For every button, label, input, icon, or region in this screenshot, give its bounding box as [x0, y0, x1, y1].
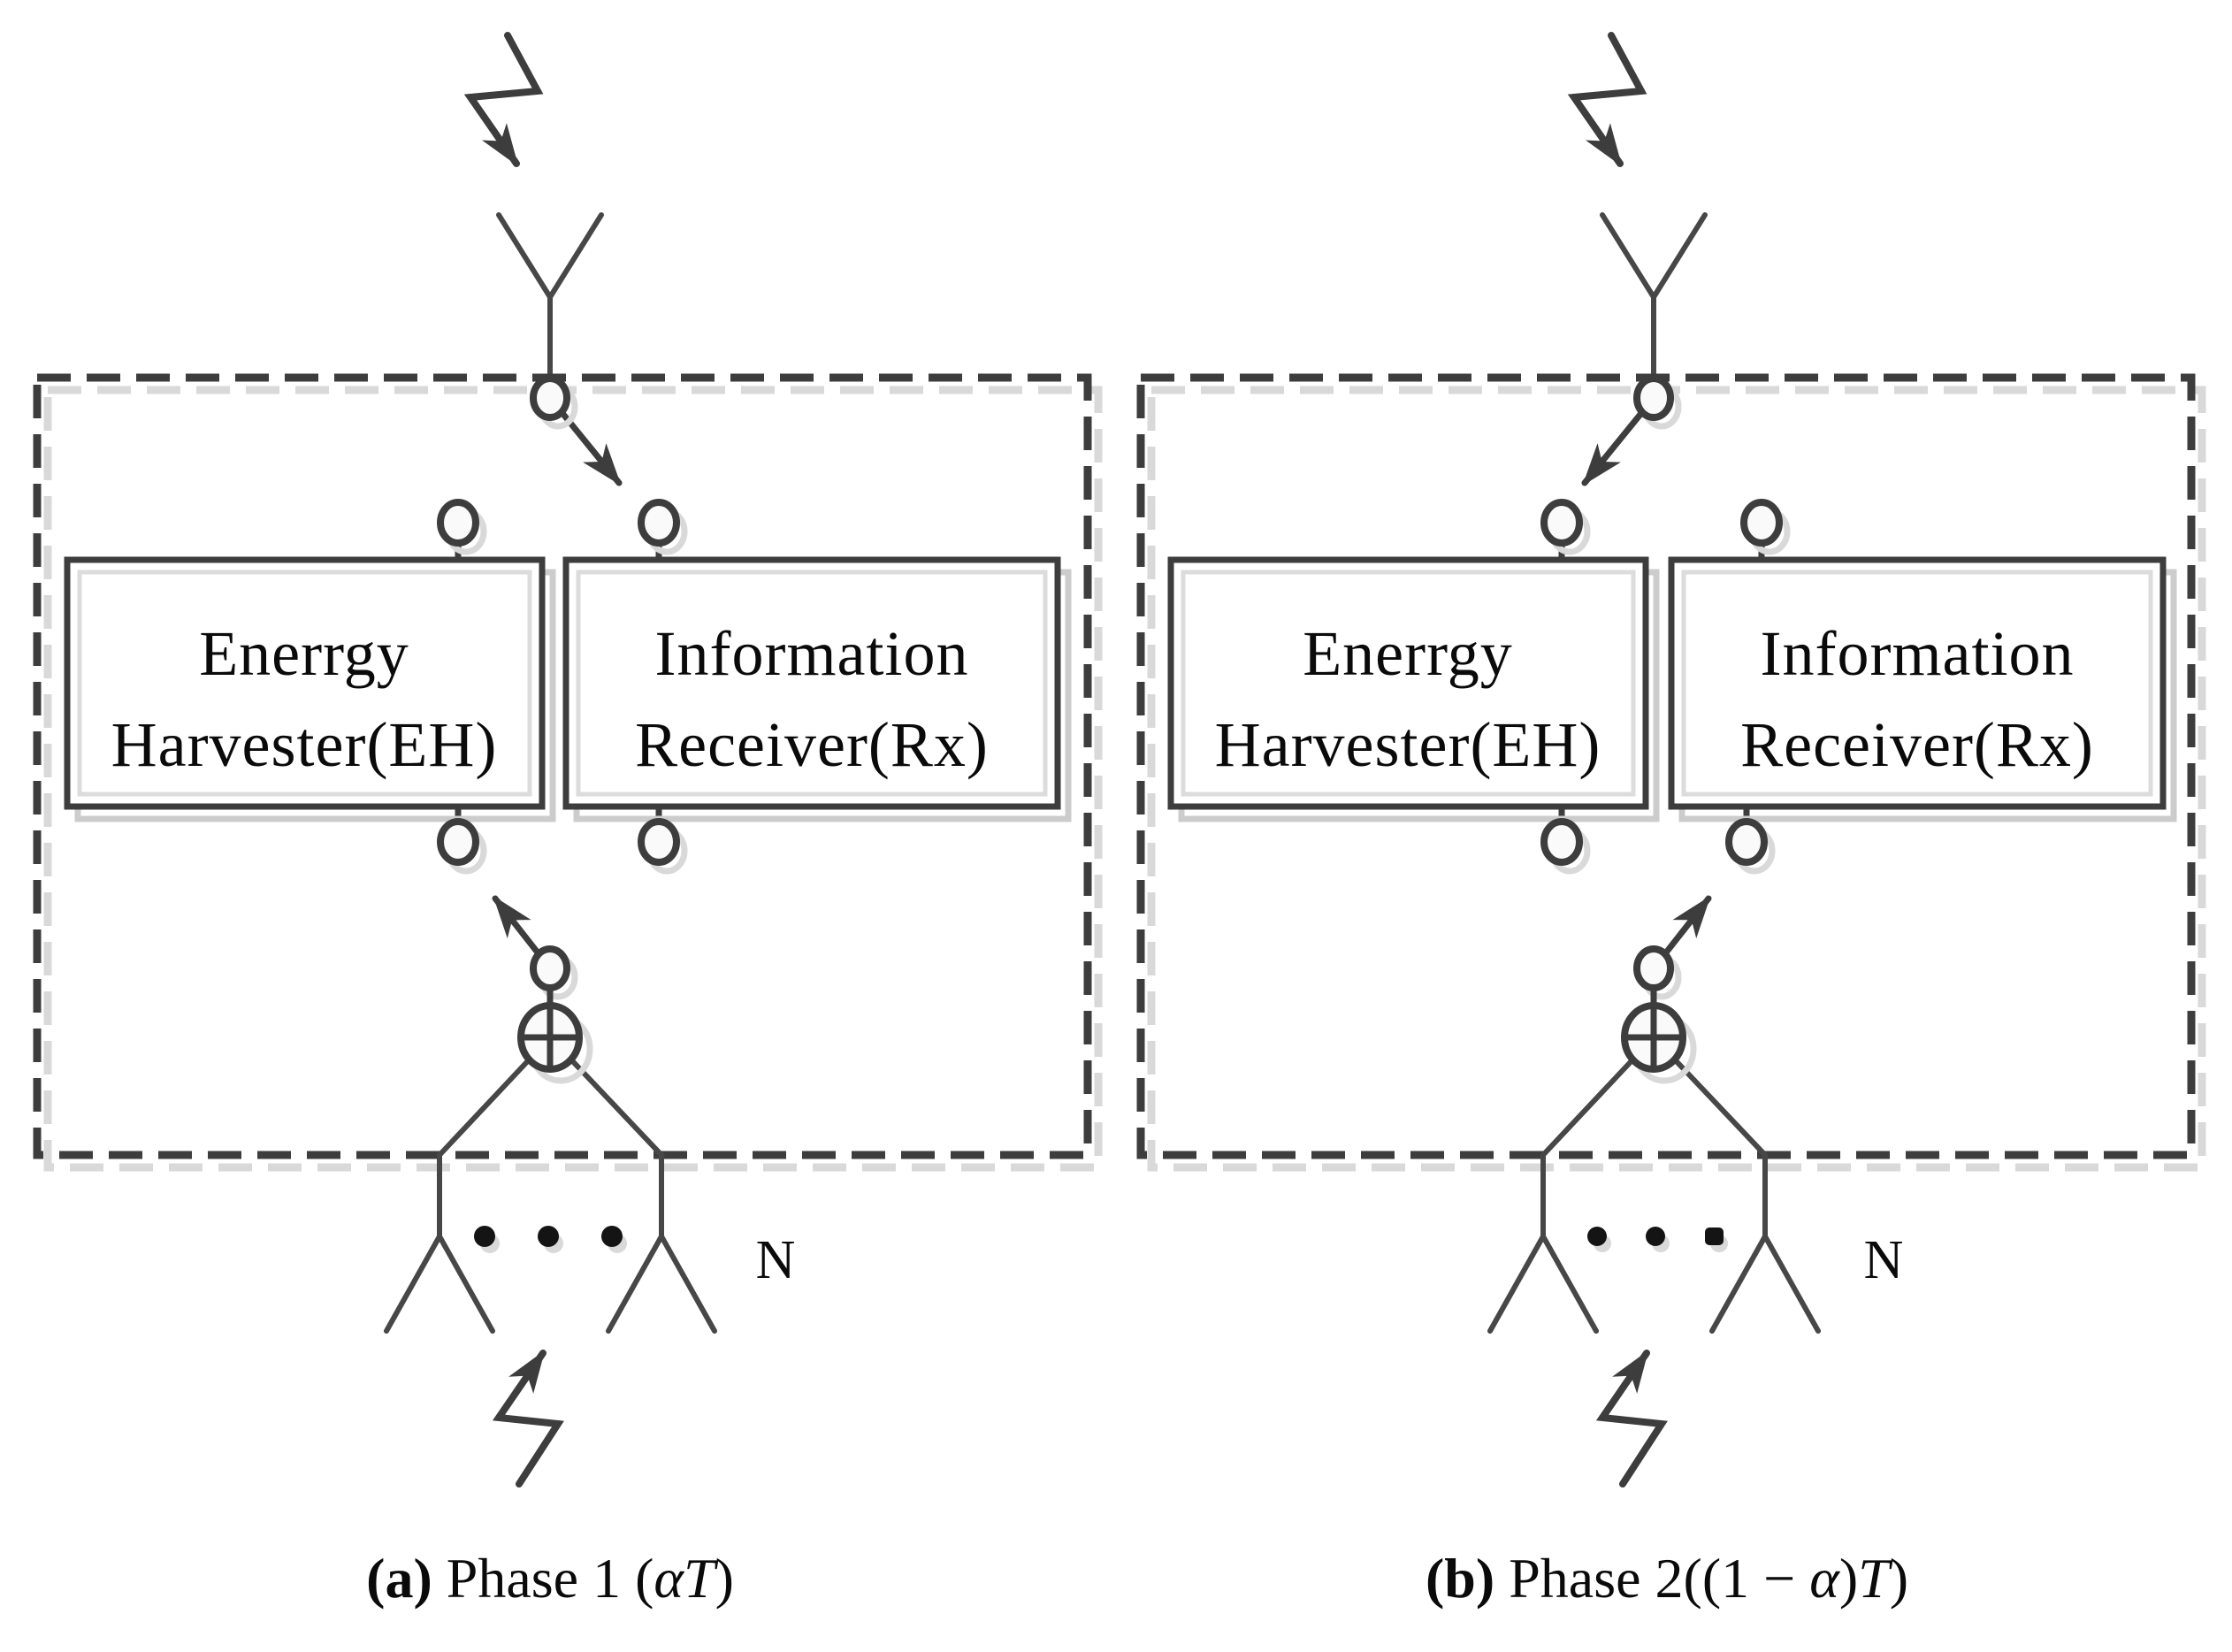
rx-box-label-line1: Information [655, 618, 969, 689]
array-antenna-icon [1709, 1152, 1821, 1334]
receiver-boundary [1136, 373, 2196, 1159]
rx-box-label-line2: Receiver(Rx) [1740, 709, 2094, 780]
caption-index: (b) [1426, 1547, 1494, 1610]
ellipsis-dot [474, 1226, 495, 1247]
eh-box-label-line1: Enerrgy [199, 618, 409, 689]
eh-box [64, 556, 546, 810]
eh-box [1167, 556, 1649, 810]
antenna-count-label: N [756, 1230, 796, 1290]
rx-box [1668, 556, 2167, 810]
antenna-icon [1600, 212, 1708, 385]
rx-bottom-terminal-node [1725, 818, 1768, 866]
eh-top-terminal-node [1540, 499, 1583, 547]
panel-b-caption: (b) Phase 2((1 − α)T) [1426, 1547, 1908, 1610]
caption-text: ) [1890, 1547, 1908, 1610]
top-switch-node [530, 375, 570, 421]
rx-box-inner-line [576, 570, 1048, 797]
top-switch-node [1633, 375, 1674, 421]
eh-bottom-terminal-node [437, 818, 479, 866]
rx-box-label-line2: Receiver(Rx) [635, 709, 989, 780]
bottom-switch-node [1633, 945, 1674, 991]
eh-box-label-line2: Harvester(EH) [111, 709, 498, 780]
rx-top-terminal-node [638, 499, 680, 547]
eh-box-label-line2: Harvester(EH) [1215, 709, 1601, 780]
receiver-boundary [33, 373, 1092, 1159]
rx-bottom-terminal-node [638, 818, 680, 866]
caption-math: α [1809, 1547, 1840, 1610]
panel-a-caption: (a) Phase 1 (αT) [366, 1547, 734, 1610]
caption-text: ) [1839, 1547, 1858, 1610]
array-antenna-icon [1487, 1152, 1599, 1334]
antenna-count-label: N [1864, 1230, 1904, 1290]
receiver-boundary-shadow [1147, 386, 2206, 1172]
eh-box-inner-line [77, 570, 532, 797]
ellipsis-dot [1587, 1227, 1607, 1246]
rx-box-label-line1: Information [1761, 618, 2075, 689]
transmit-signal-lightning-icon [492, 1350, 564, 1488]
caption-math: αT [654, 1547, 719, 1610]
eh-box-inner-line [1181, 570, 1636, 797]
ellipsis-dot [1705, 1228, 1724, 1245]
rx-box-inner-line [1681, 570, 2153, 797]
array-antenna-icon [606, 1152, 717, 1334]
panel-b: Enerrgy Harvester(EH) Information Receiv… [1136, 32, 2206, 1610]
caption-text: ) [715, 1547, 734, 1610]
incoming-signal-lightning-icon [463, 32, 544, 167]
incoming-signal-lightning-icon [1567, 32, 1647, 167]
panel-a: Enerrgy Harvester(EH) Information Receiv… [33, 32, 1103, 1610]
caption-text: Phase 2((1 − [1494, 1547, 1809, 1610]
ellipsis-dot [1646, 1227, 1665, 1246]
bottom-switch-node [530, 945, 570, 991]
rx-box [562, 556, 1061, 810]
ellipsis-dot [538, 1226, 559, 1247]
caption-index: (a) [366, 1547, 432, 1610]
antenna-icon [496, 212, 604, 385]
ellipsis-dot [601, 1226, 623, 1247]
eh-box-label-line1: Enerrgy [1303, 618, 1513, 689]
caption-math: T [1858, 1547, 1893, 1610]
eh-bottom-terminal-node [1540, 818, 1583, 866]
array-antenna-icon [384, 1152, 495, 1334]
transmit-signal-lightning-icon [1595, 1350, 1668, 1488]
caption-text: Phase 1 ( [432, 1547, 654, 1610]
receiver-boundary-shadow [43, 386, 1103, 1172]
rx-top-terminal-node [1740, 499, 1783, 547]
eh-top-terminal-node [437, 499, 479, 547]
